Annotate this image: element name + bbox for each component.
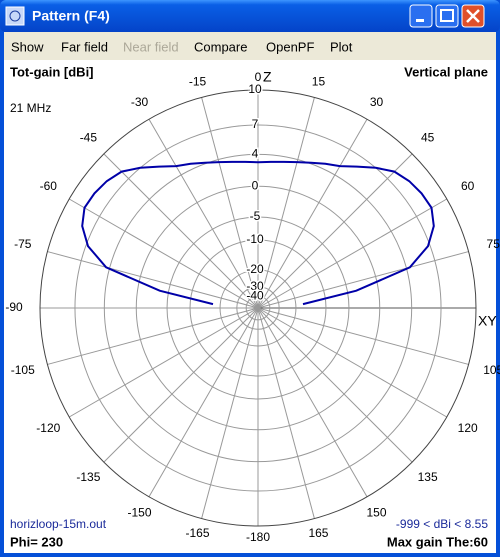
angle-tick-label: -180 <box>246 530 270 544</box>
spoke <box>68 198 259 309</box>
angle-tick-label: 15 <box>312 75 326 89</box>
r-tick-label: -30 <box>246 279 264 293</box>
spoke <box>257 251 469 309</box>
angle-tick-label: -60 <box>40 179 58 193</box>
menu-item[interactable]: Compare <box>194 39 247 54</box>
spoke <box>257 153 413 309</box>
frequency: 21 MHz <box>10 101 51 115</box>
chart-title: Vertical plane <box>404 64 488 79</box>
grid-ring <box>39 89 477 527</box>
spoke <box>68 307 259 418</box>
spoke <box>257 307 315 519</box>
minimize-button[interactable] <box>409 4 433 28</box>
app-icon <box>5 6 25 26</box>
r-tick-label: 0 <box>252 178 259 192</box>
menu-item[interactable]: Plot <box>330 39 353 54</box>
title-bar <box>0 0 500 32</box>
spoke <box>201 97 259 309</box>
window-title: Pattern (F4) <box>32 8 110 24</box>
menu-item[interactable]: Far field <box>61 39 108 54</box>
menu-bar <box>4 32 496 60</box>
r-tick-label: -40 <box>246 288 264 302</box>
grid-ring <box>74 124 442 492</box>
spoke <box>257 118 368 309</box>
spoke <box>257 307 469 365</box>
angle-tick-label: 60 <box>461 179 475 193</box>
spoke <box>257 307 368 498</box>
grid-ring <box>236 286 280 330</box>
menu-item: Near field <box>123 39 179 54</box>
close-glyph <box>466 9 480 23</box>
angle-tick-label: -135 <box>76 470 100 484</box>
spoke <box>257 307 413 463</box>
angle-tick-label: 75 <box>487 237 500 251</box>
r-tick-label: -5 <box>250 209 261 223</box>
angle-tick-label: -15 <box>189 75 207 89</box>
angle-tick-label: 105 <box>483 363 500 377</box>
grid-ring <box>135 185 381 431</box>
plot <box>81 160 435 306</box>
spoke <box>257 198 448 309</box>
horizontal-label: XY <box>478 313 497 329</box>
angle-tick-label: -45 <box>80 131 98 145</box>
grid-ring <box>245 295 271 321</box>
menu-item[interactable]: Show <box>11 39 44 54</box>
spoke <box>201 307 259 519</box>
phi: Phi= 230 <box>10 534 63 549</box>
spoke <box>47 307 259 365</box>
maximize-button[interactable] <box>435 4 459 28</box>
file-name: horizloop-15m.out <box>10 517 107 531</box>
angle-tick-label: -75 <box>14 237 32 251</box>
r-axis-label: Tot-gain [dBi] <box>10 64 94 79</box>
angle-tick-label: 135 <box>418 470 438 484</box>
gain-range: -999 < dBi < 8.55 <box>396 517 488 531</box>
grid: 0 1530456075105120135150165-180-165-150-1… <box>5 69 500 544</box>
spoke <box>103 153 259 309</box>
angle-tick-label: -30 <box>131 95 149 109</box>
plot-area <box>4 60 496 553</box>
angle-tick-label: -165 <box>186 526 210 540</box>
r-tick-label: 10 <box>248 82 262 96</box>
zenith-label: Z <box>263 69 272 85</box>
spoke <box>148 307 259 498</box>
grid-ring <box>189 239 327 377</box>
angle-tick-label: 0 <box>255 70 262 84</box>
grid-ring <box>103 153 413 463</box>
spoke <box>103 307 259 463</box>
r-tick-label: 4 <box>252 146 259 160</box>
app-icon-glyph <box>9 10 21 22</box>
angle-tick-label: 30 <box>370 95 384 109</box>
maximize-glyph <box>440 9 454 22</box>
r-tick-label: -20 <box>246 262 264 276</box>
angle-tick-label: 165 <box>308 526 328 540</box>
angle-tick-label: -150 <box>127 505 151 519</box>
menu-item[interactable]: OpenPF <box>266 39 314 54</box>
angle-tick-label: 45 <box>421 131 435 145</box>
angle-tick-label: 150 <box>366 505 386 519</box>
r-tick-label: -10 <box>246 232 264 246</box>
spoke <box>257 307 448 418</box>
angle-tick-label: -90 <box>5 300 23 314</box>
minimize-glyph <box>416 19 424 22</box>
grid-ring <box>219 269 297 347</box>
spoke <box>148 118 259 309</box>
pattern-curve <box>81 160 435 306</box>
grid-ring <box>166 216 350 400</box>
r-tick-label: 7 <box>252 117 259 131</box>
angle-tick-label: -105 <box>11 363 35 377</box>
spoke <box>47 251 259 309</box>
max-gain: Max gain The:60 <box>387 534 488 549</box>
spoke <box>257 97 315 309</box>
angle-tick-label: -120 <box>36 421 60 435</box>
angle-tick-label: 120 <box>458 421 478 435</box>
